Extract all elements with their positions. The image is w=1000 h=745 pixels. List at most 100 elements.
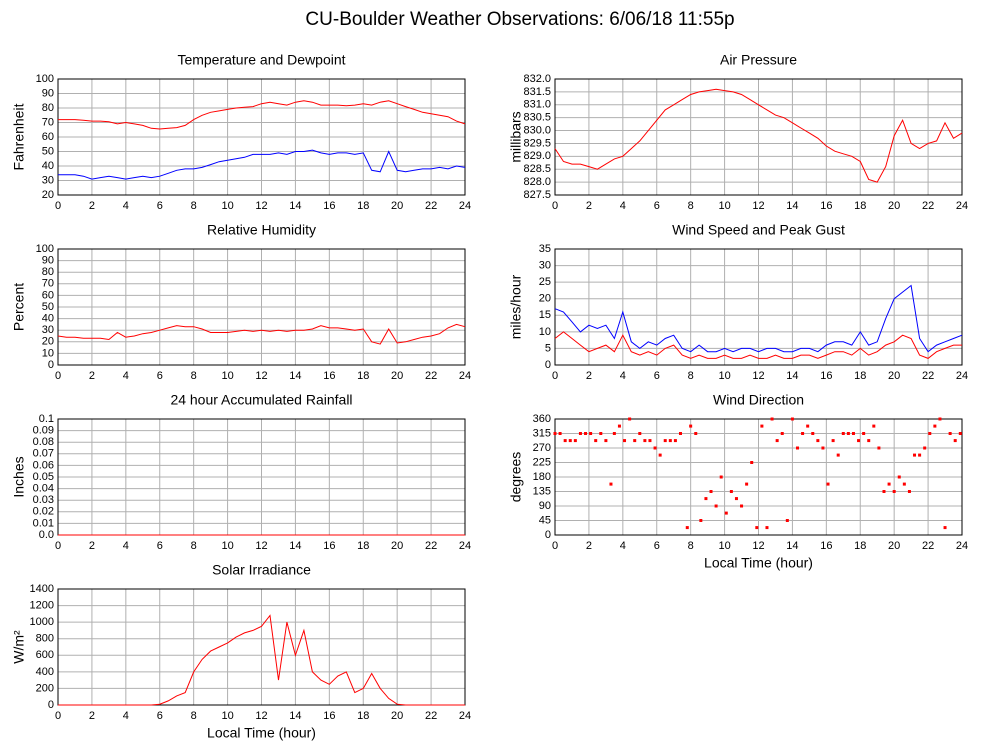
data-point <box>755 526 759 530</box>
x-tick-label: 14 <box>786 370 798 382</box>
data-point <box>704 497 708 501</box>
data-point <box>938 417 942 421</box>
x-tick-label: 24 <box>459 200 471 212</box>
panel-title: Wind Direction <box>713 392 804 408</box>
x-tick-label: 18 <box>357 710 369 722</box>
data-point <box>573 439 577 443</box>
data-point <box>612 432 616 435</box>
x-tick-label: 22 <box>425 540 437 552</box>
data-point <box>790 417 794 421</box>
y-tick-label: 0.08 <box>33 436 54 448</box>
x-tick-label: 2 <box>586 200 592 212</box>
y-tick-label: 10 <box>539 326 551 338</box>
data-point <box>831 439 835 443</box>
data-point <box>633 439 637 443</box>
data-point <box>872 424 876 428</box>
y-tick-label: 40 <box>42 160 54 172</box>
x-tick-label: 20 <box>888 200 900 212</box>
y-tick-label: 60 <box>42 131 54 143</box>
data-point <box>775 439 779 443</box>
data-point <box>694 432 698 435</box>
y-tick-label: 35 <box>539 243 551 255</box>
x-tick-label: 8 <box>688 370 694 382</box>
x-tick-label: 20 <box>888 370 900 382</box>
x-tick-label: 16 <box>323 370 335 382</box>
x-tick-label: 8 <box>688 540 694 552</box>
data-point <box>877 446 881 450</box>
data-point <box>673 439 677 443</box>
y-tick-label: 831.0 <box>523 99 551 111</box>
data-point <box>907 490 911 493</box>
y-tick-label: 828.0 <box>523 176 551 188</box>
x-tick-label: 18 <box>854 540 866 552</box>
x-tick-label: 10 <box>718 370 730 382</box>
data-point <box>745 482 749 486</box>
x-tick-label: 22 <box>922 200 934 212</box>
panel-title: 24 hour Accumulated Rainfall <box>170 392 352 408</box>
y-tick-label: 0 <box>48 699 54 711</box>
data-point <box>857 439 861 443</box>
x-tick-label: 18 <box>357 370 369 382</box>
data-point <box>643 439 647 443</box>
x-tick-label: 6 <box>654 370 660 382</box>
data-point <box>594 439 598 443</box>
data-point <box>933 424 937 428</box>
data-line <box>58 149 466 180</box>
data-point <box>913 453 917 457</box>
data-point <box>563 439 567 443</box>
data-point <box>689 424 693 428</box>
data-line <box>554 331 962 359</box>
x-tick-label: 6 <box>157 370 163 382</box>
y-tick-label: 0.09 <box>33 425 54 437</box>
data-point <box>770 417 774 421</box>
x-axis-label: Local Time (hour) <box>207 725 316 741</box>
x-tick-label: 0 <box>552 540 558 552</box>
data-point <box>862 432 866 435</box>
y-tick-label: 45 <box>539 514 551 526</box>
x-tick-label: 20 <box>391 370 403 382</box>
plot-frame <box>554 248 963 366</box>
y-tick-label: 50 <box>42 301 54 313</box>
x-tick-label: 6 <box>157 710 163 722</box>
x-tick-label: 22 <box>425 710 437 722</box>
y-tick-label: 20 <box>539 293 551 305</box>
y-tick-label: 0.02 <box>33 506 54 518</box>
y-tick-label: 225 <box>533 456 551 468</box>
panel-title: Relative Humidity <box>207 222 316 238</box>
y-tick-label: 100 <box>36 73 54 85</box>
x-tick-label: 6 <box>654 200 660 212</box>
x-tick-label: 8 <box>688 200 694 212</box>
x-tick-label: 24 <box>956 370 968 382</box>
y-tick-label: 60 <box>42 289 54 301</box>
plot-frame <box>57 78 466 196</box>
y-tick-label: 0.1 <box>39 413 54 425</box>
y-tick-label: 0.04 <box>33 483 54 495</box>
y-tick-label: 40 <box>42 313 54 325</box>
y-tick-label: 400 <box>36 666 54 678</box>
data-point <box>617 424 621 428</box>
x-tick-label: 12 <box>255 370 267 382</box>
data-point <box>750 461 754 464</box>
data-point <box>851 432 855 435</box>
data-point <box>918 453 922 457</box>
y-tick-label: 90 <box>42 255 54 267</box>
data-point <box>699 519 703 522</box>
y-tick-label: 30 <box>42 324 54 336</box>
x-tick-label: 0 <box>55 540 61 552</box>
x-tick-label: 6 <box>157 200 163 212</box>
y-tick-label: 90 <box>539 500 551 512</box>
data-point <box>623 439 627 443</box>
x-axis-label: Local Time (hour) <box>704 555 813 571</box>
x-tick-label: 4 <box>123 540 129 552</box>
x-tick-label: 10 <box>718 540 730 552</box>
y-tick-label: 0.06 <box>33 459 54 471</box>
plot-frame <box>554 78 963 196</box>
data-point <box>709 490 713 493</box>
data-point <box>943 526 947 530</box>
y-tick-label: 0.01 <box>33 517 54 529</box>
y-tick-label: 0.0 <box>39 529 54 541</box>
plot-frame <box>57 248 466 366</box>
x-tick-label: 24 <box>459 710 471 722</box>
y-axis-label: Fahrenheit <box>11 103 27 170</box>
x-tick-label: 16 <box>323 710 335 722</box>
